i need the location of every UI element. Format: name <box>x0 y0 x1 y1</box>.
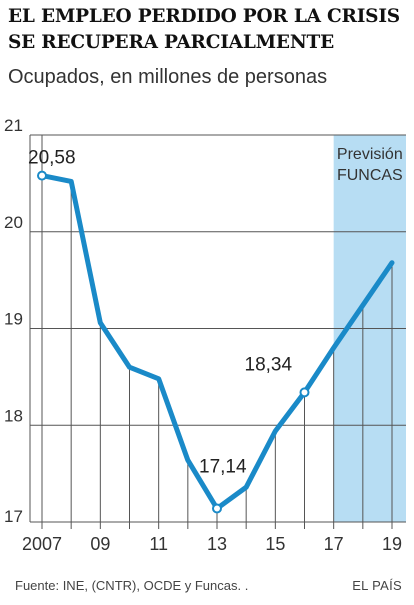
highlighted-point <box>37 170 47 181</box>
line-chart: Previsión FUNCAS 17 18 19 20 21 2007 09 11 13 15 17… <box>4 116 406 554</box>
data-label: 20,58 <box>28 148 76 169</box>
highlighted-point <box>299 387 310 398</box>
forecast-label-line1: Previsión <box>337 146 403 163</box>
highlighted-point <box>212 503 222 514</box>
forecast-label-line2: FUNCAS <box>337 167 403 184</box>
x-tick-label: 19 <box>382 534 402 554</box>
x-tick-label: 2007 <box>22 534 62 554</box>
x-tick-label: 11 <box>149 534 168 554</box>
data-label: 17,14 <box>199 456 247 477</box>
y-tick-label: 17 <box>4 507 23 526</box>
y-tick-label: 19 <box>4 310 23 329</box>
brand-label: EL PAÍS <box>352 578 402 593</box>
x-tick-label: 09 <box>90 534 110 554</box>
data-label: 18,34 <box>245 354 293 375</box>
chart-title: EL EMPLEO PERDIDO POR LA CRISIS SE RECUP… <box>8 6 400 53</box>
chart-subtitle: Ocupados, en millones de personas <box>8 66 328 88</box>
y-tick-label: 21 <box>4 116 23 135</box>
y-tick-label: 20 <box>4 213 23 232</box>
x-tick-label: 13 <box>207 534 227 554</box>
x-tick-label: 15 <box>265 534 285 554</box>
source-note: Fuente: INE, (CNTR), OCDE y Funcas. . <box>15 578 249 593</box>
x-tick-label: 17 <box>324 534 344 554</box>
y-tick-label: 18 <box>4 406 23 425</box>
